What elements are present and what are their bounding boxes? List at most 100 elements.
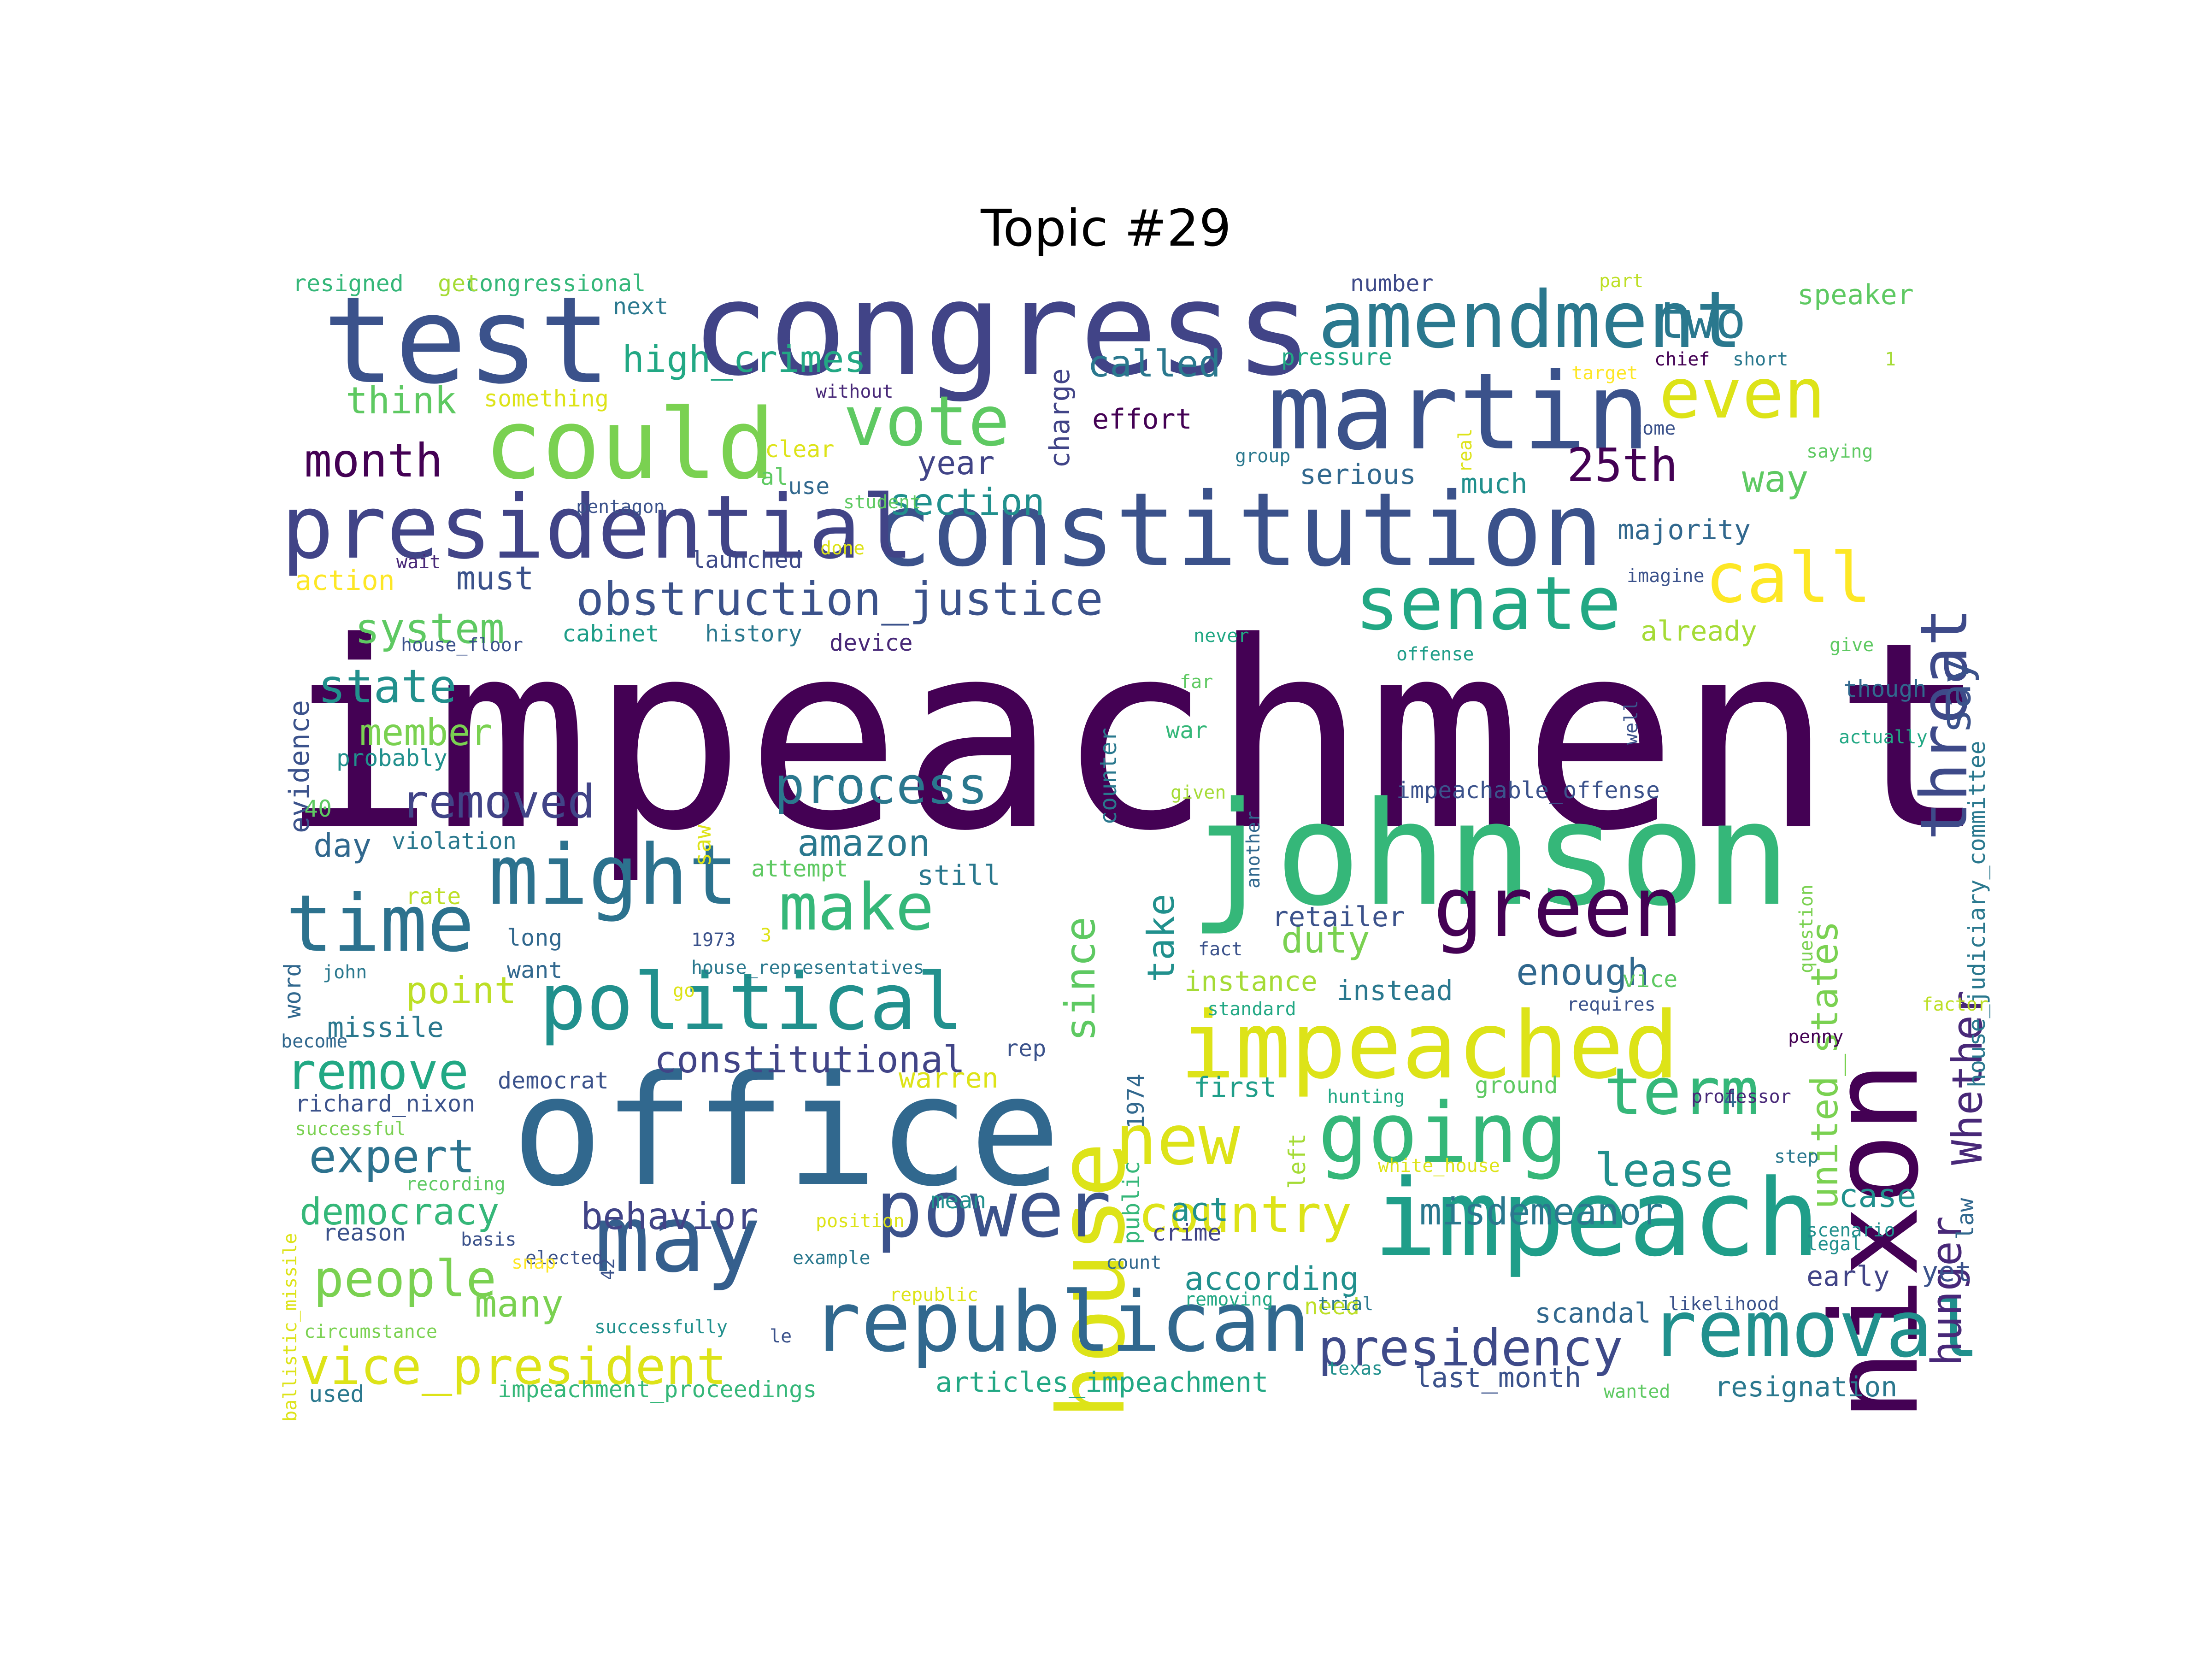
cloud-word: ballistic_missile: [280, 1233, 301, 1422]
cloud-word: charge: [1044, 368, 1076, 468]
cloud-word: misdemeanor: [1419, 1190, 1664, 1233]
cloud-word: green: [1433, 859, 1683, 956]
cloud-word: serious: [1300, 459, 1416, 491]
cloud-word: time: [286, 878, 475, 970]
cloud-word: lease: [1594, 1143, 1734, 1197]
cloud-word: next: [613, 293, 669, 320]
cloud-word: power: [876, 1164, 1112, 1255]
cloud-word: vice_president: [300, 1337, 727, 1396]
cloud-word: chief: [1654, 349, 1710, 370]
cloud-word: process: [774, 756, 988, 815]
cloud-word: legal: [1806, 1234, 1862, 1255]
cloud-word: make: [779, 870, 935, 945]
cloud-word: last_month: [1415, 1362, 1582, 1394]
cloud-word: john: [323, 962, 367, 983]
cloud-word: obstruction_justice: [576, 572, 1103, 626]
cloud-word: democrat: [498, 1067, 609, 1094]
cloud-word: le: [770, 1326, 792, 1347]
cloud-word: target: [1571, 363, 1638, 384]
cloud-word: need: [1304, 1293, 1360, 1320]
cloud-word: new: [1115, 1100, 1240, 1181]
cloud-word: impeachment_proceedings: [498, 1376, 817, 1403]
cloud-word: war: [1166, 717, 1208, 744]
cloud-word: real: [1455, 428, 1476, 473]
cloud-word: may: [594, 1186, 761, 1293]
cloud-word: amendment: [1318, 275, 1743, 366]
cloud-word: day: [313, 827, 372, 865]
cloud-word: 1973: [691, 930, 736, 951]
cloud-word: imagine: [1627, 565, 1705, 587]
cloud-word: elected: [525, 1247, 603, 1269]
cloud-word: question: [1796, 884, 1817, 973]
cloud-word: house_floor: [401, 635, 523, 656]
cloud-word: professor: [1691, 1086, 1791, 1107]
cloud-word: retailer: [1272, 901, 1405, 933]
cloud-word: 3: [760, 925, 772, 946]
cloud-word: 1974: [1123, 1073, 1149, 1129]
cloud-word: might: [488, 827, 738, 924]
cloud-word: behavior: [581, 1195, 759, 1238]
cloud-word: without: [816, 381, 894, 402]
cloud-word: action: [295, 565, 395, 597]
cloud-word: ground: [1475, 1072, 1558, 1099]
cloud-word: get: [438, 270, 480, 297]
cloud-word: act: [1171, 1191, 1229, 1229]
cloud-word: 42: [598, 1258, 619, 1280]
cloud-word: instead: [1336, 975, 1453, 1007]
cloud-word: instance: [1184, 965, 1318, 998]
cloud-word: crime: [1152, 1219, 1222, 1246]
cloud-word: articles_impeachment: [935, 1366, 1269, 1399]
cloud-word: standard: [1207, 999, 1296, 1020]
cloud-word: used: [309, 1381, 365, 1407]
cloud-word: much: [1461, 468, 1528, 500]
cloud-word: case: [1839, 1177, 1917, 1215]
cloud-word: 4: [1724, 1086, 1738, 1112]
cloud-word: student: [843, 492, 921, 513]
cloud-word: never: [1194, 625, 1249, 647]
cloud-word: called: [1088, 342, 1221, 385]
cloud-word: circumstance: [304, 1321, 437, 1342]
cloud-word: mean: [931, 1187, 987, 1214]
cloud-word: presidential: [281, 477, 914, 578]
cloud-word: since: [1056, 917, 1105, 1041]
cloud-word: wanted: [1604, 1381, 1671, 1402]
cloud-word: high_crimes: [622, 338, 866, 381]
cloud-word: far: [1180, 671, 1213, 693]
cloud-word: vote: [843, 382, 1010, 462]
cloud-word: republican: [811, 1274, 1311, 1371]
cloud-word: office: [512, 1043, 1061, 1220]
cloud-word: impeachment: [279, 587, 1988, 888]
cloud-word: still: [917, 859, 1000, 892]
cloud-word: texas: [1327, 1358, 1383, 1379]
cloud-word: expert: [309, 1130, 476, 1183]
cloud-word: recording: [406, 1174, 506, 1195]
cloud-word: constitutional: [654, 1038, 965, 1081]
cloud-word: resignation: [1714, 1371, 1898, 1403]
cloud-word: penny: [1788, 1026, 1844, 1047]
cloud-word: removing: [1184, 1289, 1273, 1310]
cloud-word: resigned: [293, 270, 404, 297]
cloud-word: position: [816, 1211, 905, 1232]
cloud-word: test: [323, 271, 612, 411]
cloud-word: snap: [512, 1252, 556, 1273]
cloud-word: term: [1604, 1054, 1759, 1130]
cloud-word: congress: [691, 254, 1313, 405]
cloud-word: impeached: [1180, 992, 1679, 1100]
cloud-word: long: [507, 924, 563, 951]
cloud-word: done: [820, 538, 865, 559]
cloud-word: presidency: [1318, 1318, 1624, 1377]
cloud-word: could: [484, 388, 776, 501]
cloud-word: democracy: [300, 1190, 500, 1233]
cloud-word: go: [673, 980, 695, 1001]
cloud-word: come: [1631, 418, 1676, 439]
cloud-word: history: [705, 620, 802, 647]
cloud-word: 1: [1885, 349, 1896, 370]
cloud-word: factor: [1922, 994, 1989, 1015]
cloud-word: going: [1318, 1085, 1568, 1182]
cloud-word: impeachable_offense: [1396, 777, 1660, 804]
cloud-word: though: [1843, 676, 1927, 702]
cloud-word: probably: [336, 745, 447, 771]
cloud-word: warren: [899, 1062, 999, 1094]
cloud-word: device: [830, 629, 913, 656]
cloud-word: 40: [304, 795, 332, 822]
